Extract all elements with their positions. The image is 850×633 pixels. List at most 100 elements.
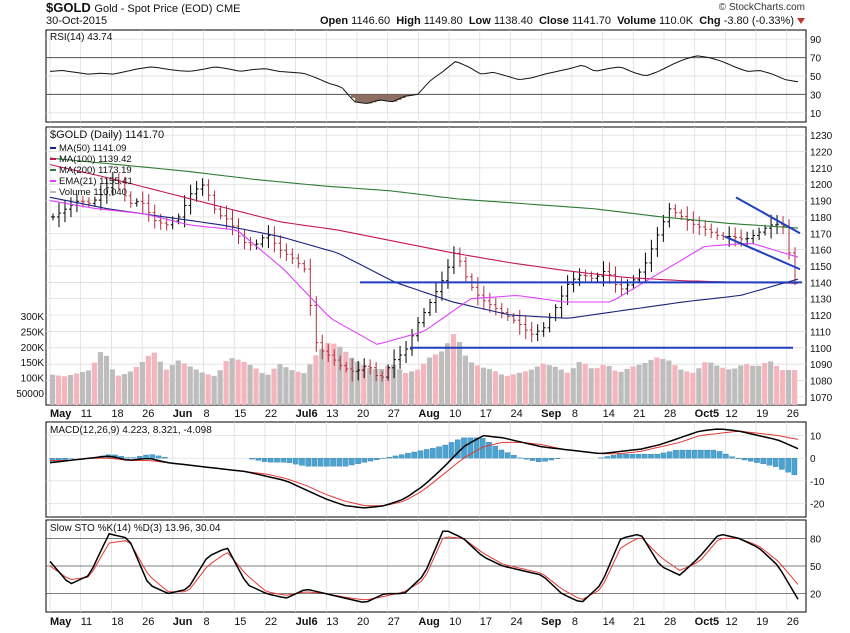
price-ytick: 1130 bbox=[810, 295, 832, 306]
macd-histogram-bar bbox=[423, 449, 430, 459]
macd-histogram-bar bbox=[548, 458, 555, 461]
volume-bar bbox=[582, 363, 588, 405]
macd-histogram-bar bbox=[492, 445, 498, 459]
volume-label: Volume bbox=[617, 15, 656, 27]
macd-histogram-bar bbox=[617, 453, 623, 459]
sto-xtick: 18 bbox=[111, 616, 123, 628]
volume-bar bbox=[636, 364, 642, 405]
rsi-oversold-fill bbox=[359, 94, 364, 103]
volume-bar bbox=[217, 370, 223, 405]
volume-bar bbox=[516, 372, 522, 405]
sto-xtick: Aug bbox=[418, 616, 439, 628]
macd-histogram-bar bbox=[529, 458, 536, 461]
macd-histogram-bar bbox=[274, 458, 280, 463]
volume-bar bbox=[666, 360, 672, 405]
sto-xtick: 8 bbox=[572, 616, 578, 628]
macd-histogram-bar bbox=[417, 450, 424, 459]
volume-bar bbox=[672, 365, 678, 405]
price-ytick: 1210 bbox=[810, 164, 833, 175]
volume-bar bbox=[714, 365, 720, 405]
volume-bar bbox=[780, 370, 786, 405]
macd-histogram-bar bbox=[430, 447, 436, 459]
volume-bar bbox=[313, 355, 319, 405]
macd-histogram-bar bbox=[317, 458, 324, 467]
rsi-oversold-fill bbox=[401, 94, 406, 98]
price-ytick: 1140 bbox=[810, 278, 832, 289]
macd-histogram-bar bbox=[504, 452, 511, 459]
ma100-line bbox=[49, 164, 799, 284]
macd-histogram-bar bbox=[554, 458, 561, 459]
macd-histogram-bar bbox=[398, 454, 405, 459]
volume-bar bbox=[642, 362, 648, 405]
volume-bar bbox=[91, 362, 98, 405]
macd-ytick: -10 bbox=[810, 477, 825, 488]
volume-bar bbox=[181, 363, 187, 405]
price-xtick: Jun bbox=[173, 408, 193, 420]
macd-histogram-bar bbox=[442, 444, 449, 459]
rsi-ytick: 50 bbox=[810, 72, 822, 83]
macd-histogram-bar bbox=[324, 458, 330, 467]
rsi-oversold-fill bbox=[392, 94, 398, 102]
macd-histogram-bar bbox=[162, 457, 168, 459]
volume-bar bbox=[115, 375, 122, 405]
volume-bar bbox=[187, 366, 193, 405]
price-xtick: 24 bbox=[510, 408, 522, 420]
price-ytick: 1150 bbox=[810, 262, 832, 273]
macd-histogram-bar bbox=[511, 455, 517, 459]
volume-bar bbox=[157, 361, 163, 405]
macd-histogram-bar bbox=[336, 458, 343, 467]
volume-bar bbox=[85, 370, 92, 405]
volume-bar bbox=[768, 361, 774, 405]
panel-frame-macd bbox=[45, 421, 807, 518]
macd-histogram-bar bbox=[311, 458, 318, 467]
macd-histogram-bar bbox=[498, 449, 505, 459]
rsi-ytick: 90 bbox=[810, 35, 822, 46]
macd-histogram-bar bbox=[124, 457, 131, 459]
sto-xtick: 26 bbox=[142, 616, 154, 628]
volume-bar bbox=[756, 365, 762, 405]
volume-bar bbox=[588, 368, 594, 405]
volume-bar bbox=[223, 361, 229, 405]
volume-bar bbox=[277, 364, 283, 405]
price-xtick: 18 bbox=[111, 408, 123, 420]
volume-ytick: 250K bbox=[21, 327, 45, 338]
volume-bar bbox=[403, 372, 409, 405]
legend-entry: MA(50) 1141.09 bbox=[59, 143, 126, 154]
price-xtick: 13 bbox=[326, 408, 338, 420]
sto-ytick: 20 bbox=[810, 590, 822, 601]
volume-bar bbox=[744, 364, 750, 405]
price-xtick: Jul6 bbox=[296, 408, 318, 420]
volume-bar bbox=[726, 369, 732, 405]
price-ytick: 1070 bbox=[810, 393, 833, 404]
macd-histogram-bar bbox=[137, 456, 143, 459]
volume-bar bbox=[498, 374, 504, 405]
volume-bar bbox=[468, 362, 475, 405]
macd-histogram-bar bbox=[623, 453, 629, 459]
volume-bar bbox=[145, 355, 151, 405]
volume-bar bbox=[199, 372, 205, 405]
volume-bar bbox=[426, 357, 433, 405]
macd-histogram-bar bbox=[754, 458, 760, 463]
volume-value: 110.0K bbox=[659, 15, 694, 27]
ma200-line bbox=[49, 157, 799, 229]
macd-histogram-bar bbox=[716, 451, 723, 459]
rsi-line bbox=[49, 55, 799, 104]
close-value: 1141.70 bbox=[571, 15, 611, 27]
volume-bar bbox=[397, 369, 403, 405]
price-xtick: 11 bbox=[81, 408, 92, 420]
macd-line bbox=[49, 428, 799, 509]
macd-histogram-bar bbox=[648, 453, 654, 459]
volume-bar bbox=[325, 342, 331, 405]
volume-bar bbox=[690, 372, 696, 405]
macd-histogram-bar bbox=[367, 458, 374, 462]
rsi-oversold-fill bbox=[350, 94, 356, 98]
volume-bar bbox=[295, 371, 301, 405]
price-ytick: 1090 bbox=[810, 360, 833, 371]
ohlc-summary: Open 1146.60 High 1149.80 Low 1138.40 Cl… bbox=[320, 15, 805, 27]
macd-histogram-bar bbox=[610, 455, 617, 459]
macd-histogram-bar bbox=[741, 458, 748, 461]
volume-bar bbox=[732, 368, 738, 405]
sto-xtick: 21 bbox=[633, 616, 645, 628]
rsi-oversold-fill bbox=[396, 94, 402, 100]
